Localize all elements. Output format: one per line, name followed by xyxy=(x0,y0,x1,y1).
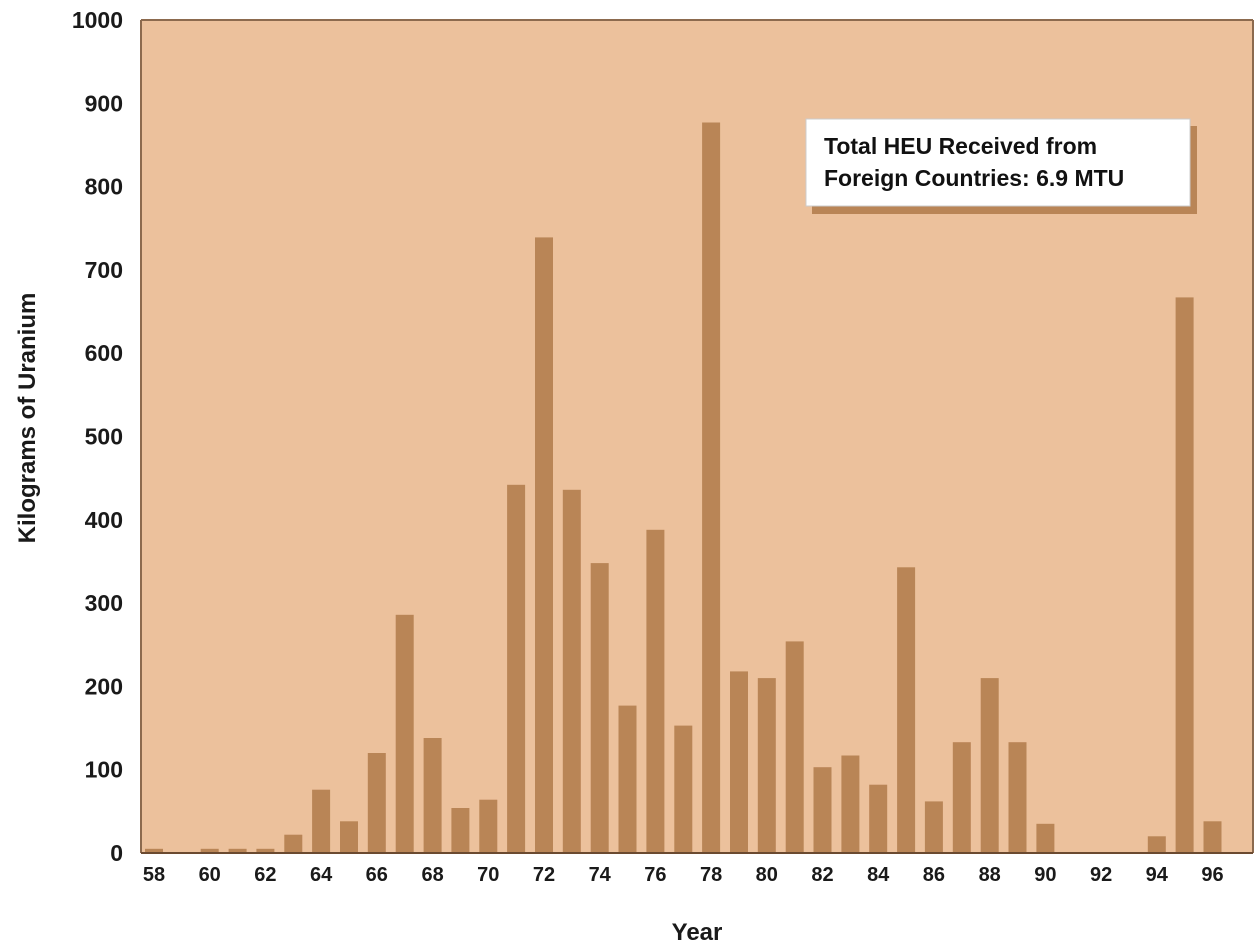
callout-line-1: Total HEU Received from xyxy=(824,133,1097,159)
bar-69 xyxy=(451,808,470,853)
x-tick-label: 76 xyxy=(644,864,666,886)
bar-95 xyxy=(1175,297,1194,853)
bar-87 xyxy=(952,742,971,853)
bar-96 xyxy=(1203,821,1222,853)
x-tick-label: 58 xyxy=(143,864,165,886)
bar-81 xyxy=(785,641,804,853)
bar-65 xyxy=(340,821,358,853)
bar-83 xyxy=(841,755,860,853)
bar-61 xyxy=(228,848,247,853)
x-tick-label: 84 xyxy=(867,864,890,886)
y-tick-label: 500 xyxy=(85,424,123,450)
bar-58 xyxy=(145,848,163,853)
bar-78 xyxy=(702,122,721,853)
y-tick-label: 600 xyxy=(85,340,123,366)
x-tick-label: 68 xyxy=(421,864,443,886)
bar-82 xyxy=(813,767,832,853)
x-tick-label: 78 xyxy=(700,864,722,886)
bars-group xyxy=(145,122,1222,853)
y-tick-label: 400 xyxy=(85,507,123,533)
bar-62 xyxy=(256,848,275,853)
bar-73 xyxy=(562,489,581,853)
x-axis-title: Year xyxy=(672,919,723,946)
y-tick-label: 700 xyxy=(85,257,123,283)
bar-90 xyxy=(1036,823,1055,853)
bar-79 xyxy=(730,671,748,853)
x-tick-label: 92 xyxy=(1090,864,1112,886)
bar-86 xyxy=(924,801,943,853)
x-tick-label: 88 xyxy=(979,864,1001,886)
bar-70 xyxy=(479,799,498,853)
bar-75 xyxy=(618,705,637,853)
x-tick-label: 96 xyxy=(1201,864,1223,886)
bar-60 xyxy=(200,848,219,853)
x-tick-label: 72 xyxy=(533,864,555,886)
x-tick-label: 82 xyxy=(811,864,833,886)
bar-89 xyxy=(1008,742,1027,853)
y-axis-title: Kilograms of Uranium xyxy=(14,293,41,544)
y-tick-label: 0 xyxy=(110,840,123,866)
y-tick-label: 1000 xyxy=(72,7,123,33)
x-tick-label: 62 xyxy=(254,864,276,886)
x-tick-label: 80 xyxy=(756,864,778,886)
x-axis-ticks: 58 60 62 64 66 68 70 72 74 76 78 80 82 84 86 88 90 92 94 96 xyxy=(143,864,1224,886)
bar-66 xyxy=(367,753,386,853)
x-tick-label: 90 xyxy=(1034,864,1056,886)
y-tick-label: 200 xyxy=(85,673,123,699)
bar-74 xyxy=(590,563,609,853)
y-tick-label: 900 xyxy=(85,90,123,116)
bar-71 xyxy=(507,484,526,853)
bar-67 xyxy=(395,614,414,853)
bar-76 xyxy=(646,529,665,853)
callout-line-2: Foreign Countries: 6.9 MTU xyxy=(824,165,1124,191)
x-tick-label: 60 xyxy=(199,864,221,886)
y-axis-ticks: 0 100 200 300 400 500 600 700 800 900 1000 xyxy=(72,7,123,866)
x-tick-label: 70 xyxy=(477,864,499,886)
x-tick-label: 86 xyxy=(923,864,945,886)
x-tick-label: 66 xyxy=(366,864,388,886)
bar-68 xyxy=(423,738,442,853)
callout-box xyxy=(805,118,1191,207)
bar-72 xyxy=(535,237,553,853)
bar-94 xyxy=(1147,836,1166,853)
bar-63 xyxy=(284,834,303,853)
x-tick-label: 64 xyxy=(310,864,333,886)
annotation-callout: Total HEU Received from Foreign Countrie… xyxy=(805,118,1197,214)
y-tick-label: 800 xyxy=(85,174,123,200)
y-tick-label: 300 xyxy=(85,590,123,616)
bar-64 xyxy=(312,789,331,853)
bar-84 xyxy=(869,784,888,853)
bar-80 xyxy=(757,678,776,853)
x-tick-label: 94 xyxy=(1146,864,1169,886)
x-tick-label: 74 xyxy=(589,864,612,886)
bar-77 xyxy=(674,725,693,853)
bar-85 xyxy=(897,567,916,853)
y-tick-label: 100 xyxy=(85,757,123,783)
bar-88 xyxy=(980,678,999,853)
